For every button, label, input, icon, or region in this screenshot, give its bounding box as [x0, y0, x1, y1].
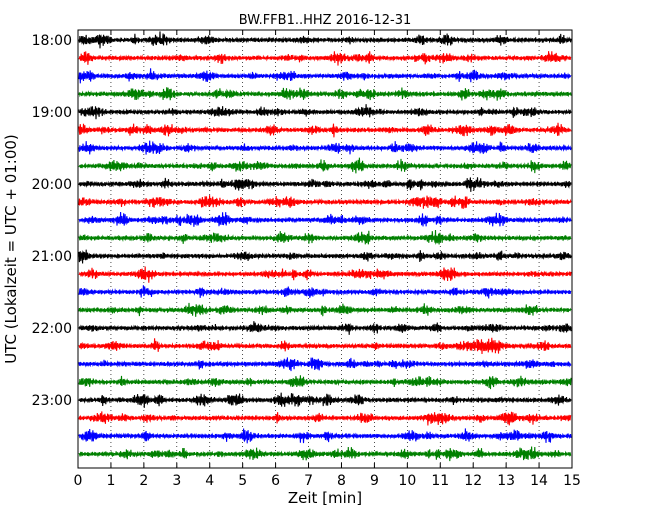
plot-area: [78, 30, 572, 468]
x-tick-label: 6: [271, 473, 280, 489]
trace-line: [78, 357, 572, 372]
y-tick-label: 21:00: [32, 249, 72, 265]
trace-line: [78, 104, 572, 120]
trace-line: [78, 140, 572, 155]
x-tick-label: 2: [139, 473, 148, 489]
trace-line: [78, 87, 572, 101]
y-axis: 18:00 19:00 20:00 21:00 22:00 23:00: [32, 33, 572, 409]
x-tick-label: 12: [464, 473, 482, 489]
trace-line: [78, 229, 572, 245]
trace-line: [78, 122, 572, 138]
plot-frame: [77, 29, 573, 469]
x-tick-label: 11: [431, 473, 449, 489]
trace-line: [78, 411, 572, 426]
y-tick-label: 20:00: [32, 177, 72, 193]
x-tick-label: 5: [238, 473, 247, 489]
trace-line: [78, 195, 572, 209]
trace-line: [78, 375, 572, 390]
trace-line: [78, 392, 572, 408]
x-tick-label: 7: [304, 473, 313, 489]
trace-line: [78, 211, 572, 227]
chart-title: BW.FFB1..HHZ 2016-12-31: [239, 13, 412, 28]
traces: [78, 31, 572, 462]
trace-line: [78, 446, 572, 462]
x-tick-label: 8: [337, 473, 346, 489]
trace-line: [78, 302, 572, 317]
trace-line: [78, 31, 572, 49]
x-tick-label: 15: [563, 473, 581, 489]
trace-line: [78, 266, 572, 283]
x-tick-label: 10: [398, 473, 416, 489]
x-tick-label: 3: [172, 473, 181, 489]
x-tick-label: 14: [530, 473, 548, 489]
x-tick-label: 4: [205, 473, 214, 489]
x-tick-label: 13: [497, 473, 515, 489]
trace-line: [78, 68, 572, 84]
trace-line: [78, 51, 572, 66]
trace-line: [78, 285, 572, 299]
y-tick-label: 18:00: [32, 33, 72, 49]
x-tick-label: 9: [370, 473, 379, 489]
y-axis-label: UTC (Lokalzeit = UTC + 01:00): [2, 134, 20, 364]
x-axis: 0 1 2 3 4 5 6 7 8 9 10 11 12 13 14 15: [74, 30, 581, 489]
trace-line: [78, 337, 572, 355]
y-tick-label: 19:00: [32, 105, 72, 121]
trace-line: [78, 157, 572, 174]
x-axis-label: Zeit [min]: [288, 489, 362, 507]
trace-line: [78, 321, 572, 335]
trace-line: [78, 249, 572, 264]
trace-line: [78, 428, 572, 444]
y-tick-label: 23:00: [32, 393, 72, 409]
y-tick-label: 22:00: [32, 321, 72, 337]
x-tick-label: 0: [74, 473, 83, 489]
x-tick-label: 1: [106, 473, 115, 489]
trace-line: [78, 177, 572, 192]
